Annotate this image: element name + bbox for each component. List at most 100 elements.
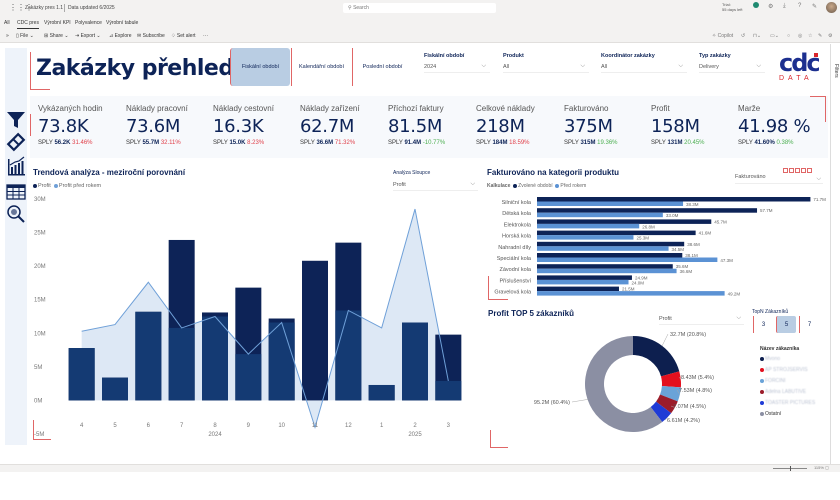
eraser-icon[interactable] [6, 132, 26, 152]
legend-item-customer[interactable]: Ostatní [760, 411, 815, 417]
app-launcher-icon[interactable]: ⋮⋮⋮ [9, 3, 33, 12]
slicer-dropdown[interactable]: Delivery ⌵ [699, 63, 765, 73]
reset-icon[interactable]: ↺ [741, 33, 746, 39]
slicer-fiscal-period[interactable]: Fiskální období 2024 ⌵ [424, 53, 490, 73]
kpi-value: 81.5M [388, 116, 443, 137]
file-menu[interactable]: ▯ File ⌄ [16, 33, 34, 39]
zoom-slider-thumb[interactable] [790, 466, 791, 471]
period-calendar-button[interactable]: Kalendářní období [291, 48, 351, 86]
comment-icon[interactable]: ◎ [798, 33, 803, 39]
leader-line [664, 417, 668, 421]
legend-item-selected[interactable]: Zvolené období [513, 183, 553, 189]
edit-icon[interactable]: ✎ [818, 33, 823, 39]
slicer-dropdown[interactable]: All ⌵ [601, 63, 687, 73]
chart-icon[interactable] [6, 156, 26, 176]
data-label-selected: 21.5M [622, 287, 635, 292]
search-input[interactable]: ⚲ Search [343, 3, 496, 13]
feedback-icon[interactable]: ✎ [812, 4, 818, 10]
more-options-button[interactable]: ··· [203, 33, 208, 39]
data-updated-dropdown[interactable]: Data updated 6/2025 [68, 5, 115, 11]
copy-icon[interactable] [789, 168, 794, 173]
sply-change: 18.59% [509, 140, 530, 146]
slicer-value: 2024 [424, 64, 437, 70]
topn-7-button[interactable]: 7 [799, 316, 819, 333]
metric-dropdown[interactable]: Fakturováno ⌵ [735, 174, 823, 184]
settings-icon[interactable]: ⚙ [768, 4, 774, 10]
report-name[interactable]: Zakázky pres 1.1 [25, 5, 64, 11]
copilot-button[interactable]: ✧ Copilot [712, 33, 733, 39]
topn-5-button[interactable]: 5 [776, 316, 796, 333]
zoom-analysis-icon[interactable] [6, 204, 26, 224]
help-icon[interactable]: ? [798, 3, 802, 9]
legend-item-profit[interactable]: Profit [33, 183, 51, 189]
tab-polyvalence[interactable]: Polyvalence [75, 20, 102, 26]
refresh-icon[interactable]: ○ [787, 33, 791, 39]
visual-header-icons [783, 168, 813, 174]
focus-icon[interactable] [801, 168, 806, 173]
download-icon[interactable]: ⤓ [783, 3, 786, 9]
pin-icon[interactable] [783, 168, 788, 173]
period-last-button[interactable]: Poslední období [352, 48, 412, 86]
analyza-value: Profit [393, 182, 406, 188]
legend-item-customer[interactable]: Adelna LABUTIVE [760, 389, 815, 395]
export-menu[interactable]: ⇥ Export ⌄ [75, 33, 101, 39]
view-icon[interactable]: ▭⌄ [770, 33, 779, 39]
legend-item-customer[interactable]: TOASTER PICTURES [760, 400, 815, 406]
legend-item-customer[interactable]: AP STROJSERVIS [760, 367, 815, 373]
expand-icon[interactable]: » [6, 33, 9, 39]
sply-value: 315M [580, 140, 596, 146]
report-toolbar: » ▯ File ⌄ ⊞ Share ⌄ ⇥ Export ⌄ ⊿ Explor… [0, 30, 840, 43]
legend-item-customer[interactable]: FORCINI [760, 378, 815, 384]
sply-change: 0.38% [776, 140, 794, 146]
decor-corner [33, 420, 51, 440]
bar-overlap [202, 316, 228, 401]
bookmark-icon[interactable]: ⊓⌄ [753, 33, 762, 39]
slicer-order-type[interactable]: Typ zakázky Delivery ⌵ [699, 53, 765, 73]
topn-3-button[interactable]: 3 [753, 316, 773, 333]
explore-label: Explore [114, 33, 132, 39]
tab-vyrobni-kpi[interactable]: Výrobní KPI [44, 20, 71, 26]
share-menu[interactable]: ⊞ Share ⌄ [44, 33, 69, 39]
legend-item-prev-year[interactable]: Před rokem [555, 183, 586, 189]
fit-page-icon[interactable]: ▢ [825, 465, 829, 470]
set-alert-button[interactable]: ♢ Set alert [171, 33, 196, 39]
tab-cdc-pres[interactable]: CDC pres [17, 20, 39, 29]
avatar[interactable] [826, 2, 837, 13]
table-icon[interactable] [6, 182, 26, 202]
tab-vyrobni-tabule[interactable]: Výrobní tabule [106, 20, 139, 26]
bar-selected-period [537, 197, 811, 202]
explore-button[interactable]: ⊿ Explore [109, 33, 132, 39]
slicer-product[interactable]: Produkt All ⌵ [503, 53, 589, 73]
data-label-prev: 26.8M [642, 224, 655, 229]
bar-prev-year [537, 257, 718, 262]
bar-overlap [168, 327, 195, 401]
tab-all[interactable]: All [4, 20, 10, 26]
kpi-sply: SPLY 91.4M -10.77% [388, 140, 445, 146]
slicer-dropdown[interactable]: 2024 ⌵ [424, 63, 490, 73]
filter-icon[interactable] [6, 110, 26, 130]
leader-line [678, 376, 681, 380]
slice-label: 7.07M (4.5%) [673, 404, 706, 410]
sply-label: SPLY [213, 140, 228, 146]
more-icon[interactable] [807, 168, 812, 173]
slicer-coordinator[interactable]: Koordinátor zakázky All ⌵ [601, 53, 687, 73]
analyza-dropdown[interactable]: Profit ⌵ [393, 181, 478, 191]
filters-pane[interactable]: Filters [830, 44, 840, 464]
data-label-prev: 47.3M [720, 258, 733, 263]
legend-item-profit-prev[interactable]: Profit před rokem [53, 183, 101, 189]
donut-metric-dropdown[interactable]: Profit ⌵ [659, 315, 744, 325]
kpi-label: Náklady zařízení [300, 104, 360, 113]
period-fiscal-button[interactable]: Fiskální období [230, 48, 290, 86]
filter-visual-icon[interactable] [795, 168, 800, 173]
notifications-icon[interactable] [753, 2, 759, 8]
slicer-dropdown[interactable]: All ⌵ [503, 63, 589, 73]
kpi-sply: SPLY 41.60% 0.38% [738, 140, 810, 146]
subscribe-button[interactable]: ✉ Subscribe [137, 33, 165, 39]
data-label-prev: 38.3M [686, 202, 699, 207]
settings-toolbar-icon[interactable]: ⚙ [828, 33, 833, 39]
legend-title: Název zákazníka [760, 346, 800, 352]
bar-overlap [268, 322, 295, 401]
favorite-icon[interactable]: ☆ [808, 33, 813, 39]
legend-item-customer[interactable]: Mvono [760, 356, 815, 362]
kpi-card: Náklady pracovní 73.6M SPLY 55.7M 32.11% [126, 104, 188, 146]
